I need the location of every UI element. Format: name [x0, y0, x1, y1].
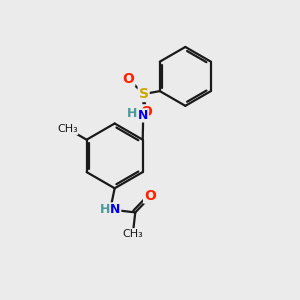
Text: O: O — [140, 105, 152, 119]
Text: CH₃: CH₃ — [57, 124, 78, 134]
Text: N: N — [110, 203, 121, 216]
Text: O: O — [122, 72, 134, 86]
Text: H: H — [100, 203, 110, 216]
Text: O: O — [144, 189, 156, 202]
Text: S: S — [139, 87, 148, 101]
Text: H: H — [127, 107, 137, 120]
Text: N: N — [138, 109, 148, 122]
Text: CH₃: CH₃ — [122, 229, 143, 238]
